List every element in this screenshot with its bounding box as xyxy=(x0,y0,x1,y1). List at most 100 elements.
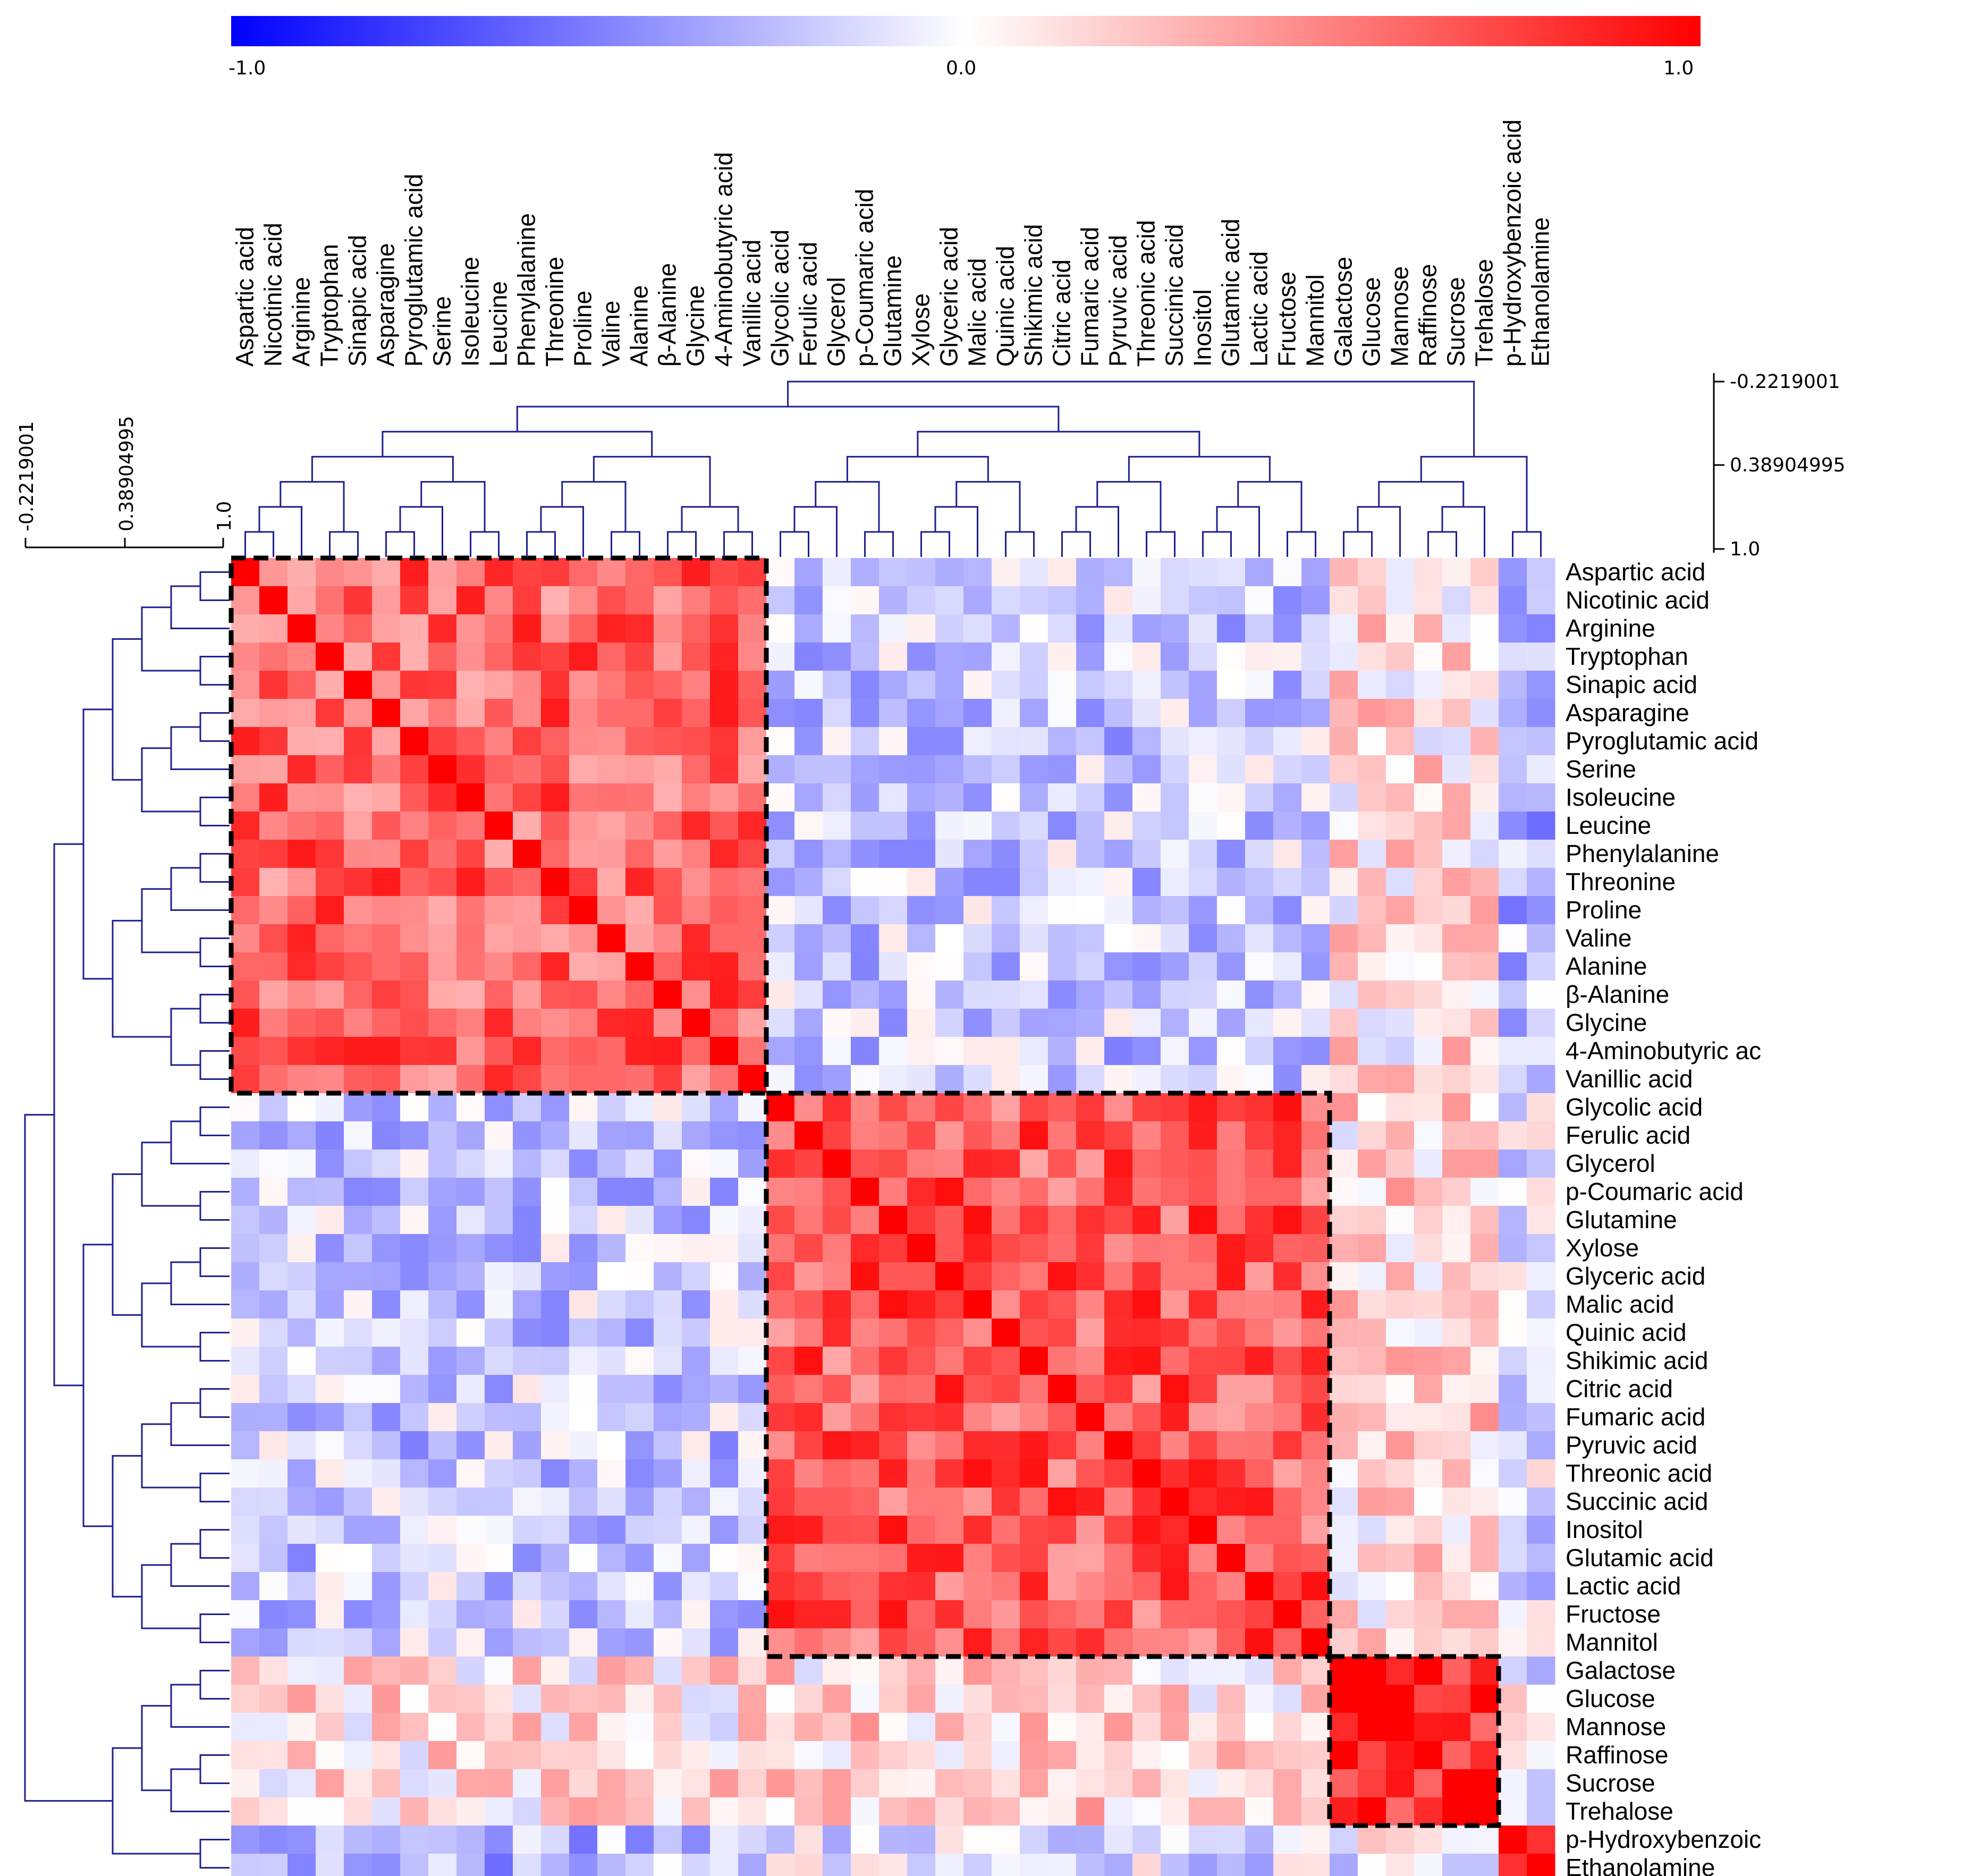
dendrogram-branch xyxy=(199,1247,230,1277)
heatmap-cell-27-16 xyxy=(682,1319,711,1347)
heatmap-cell-20-39 xyxy=(1330,1121,1358,1150)
heatmap-cell-22-41 xyxy=(1386,1178,1415,1206)
heatmap-cell-21-41 xyxy=(1386,1150,1415,1178)
heatmap-cell-23-6 xyxy=(400,1206,429,1235)
heatmap-cell-20-7 xyxy=(428,1121,457,1150)
heatmap-cell-33-8 xyxy=(456,1488,485,1516)
heatmap-cell-36-25 xyxy=(935,1572,964,1601)
heatmap-cell-40-32 xyxy=(1132,1685,1161,1713)
heatmap-cell-35-33 xyxy=(1161,1544,1189,1573)
heatmap-cell-18-32 xyxy=(1132,1065,1161,1094)
heatmap-cell-24-1 xyxy=(259,1234,288,1263)
heatmap-cell-7-38 xyxy=(1301,755,1330,784)
heatmap-cell-30-3 xyxy=(316,1403,344,1432)
heatmap-cell-21-46 xyxy=(1527,1150,1555,1178)
heatmap-cell-8-41 xyxy=(1386,783,1415,812)
heatmap-cell-25-11 xyxy=(541,1262,570,1291)
heatmap-cell-11-31 xyxy=(1104,868,1133,897)
left-scale-tick-2: 1.0 xyxy=(214,501,235,531)
heatmap-cell-4-21 xyxy=(823,671,851,699)
heatmap-cell-44-39 xyxy=(1330,1797,1358,1826)
heatmap-cell-5-18 xyxy=(738,699,767,728)
heatmap-cell-13-18 xyxy=(738,924,767,953)
heatmap-cell-18-39 xyxy=(1330,1065,1358,1094)
heatmap-cell-7-3 xyxy=(316,755,344,784)
heatmap-cell-46-37 xyxy=(1273,1854,1302,1876)
heatmap-cell-30-21 xyxy=(823,1403,851,1432)
heatmap-cell-5-43 xyxy=(1442,699,1471,728)
heatmap-cell-31-46 xyxy=(1527,1431,1555,1460)
row-label: Leucine xyxy=(1566,812,1651,839)
heatmap-cell-16-46 xyxy=(1527,1009,1555,1037)
heatmap-cell-37-4 xyxy=(344,1600,373,1629)
heatmap-cell-5-19 xyxy=(766,699,795,728)
heatmap-cell-16-20 xyxy=(794,1009,823,1037)
heatmap-cell-26-38 xyxy=(1301,1290,1330,1319)
heatmap-cell-26-3 xyxy=(316,1290,344,1319)
heatmap-cell-5-0 xyxy=(231,699,260,728)
heatmap-cell-4-44 xyxy=(1470,671,1499,699)
heatmap-cell-8-37 xyxy=(1273,783,1302,812)
heatmap-cell-45-0 xyxy=(231,1826,260,1854)
row-label: Nicotinic acid xyxy=(1566,586,1710,614)
heatmap-cell-36-18 xyxy=(738,1572,767,1601)
heatmap-cell-19-36 xyxy=(1245,1093,1274,1122)
heatmap-cell-18-38 xyxy=(1301,1065,1330,1094)
heatmap-cell-0-39 xyxy=(1330,558,1358,587)
heatmap-cell-27-12 xyxy=(569,1319,598,1347)
heatmap-cell-18-41 xyxy=(1386,1065,1415,1094)
heatmap-cell-2-42 xyxy=(1414,614,1443,643)
heatmap-cell-28-28 xyxy=(1020,1347,1048,1375)
heatmap-cell-15-3 xyxy=(316,981,344,1009)
heatmap-cell-4-25 xyxy=(935,671,964,699)
heatmap-cell-37-26 xyxy=(963,1600,992,1629)
heatmap-cell-29-36 xyxy=(1245,1375,1274,1404)
heatmap-cell-12-17 xyxy=(710,896,739,925)
heatmap-cell-19-10 xyxy=(513,1093,542,1122)
heatmap-cell-14-17 xyxy=(710,952,739,981)
heatmap-cell-2-38 xyxy=(1301,614,1330,643)
heatmap-cell-10-10 xyxy=(513,840,542,868)
heatmap-cell-44-9 xyxy=(485,1797,513,1826)
heatmap-cell-19-17 xyxy=(710,1093,739,1122)
heatmap-cell-34-23 xyxy=(879,1516,908,1544)
heatmap-cell-5-33 xyxy=(1161,699,1189,728)
heatmap-cell-2-15 xyxy=(654,614,682,643)
heatmap-cell-2-26 xyxy=(963,614,992,643)
heatmap-cell-38-5 xyxy=(372,1628,401,1657)
heatmap-cell-19-16 xyxy=(682,1093,711,1122)
column-label: Glutamic acid xyxy=(1217,218,1245,367)
heatmap-cell-27-9 xyxy=(485,1319,513,1347)
heatmap-cell-9-15 xyxy=(654,812,682,840)
heatmap-cell-26-24 xyxy=(907,1290,936,1319)
heatmap-cell-34-33 xyxy=(1161,1516,1189,1544)
heatmap-cell-6-30 xyxy=(1076,727,1105,756)
dendrogram-branch xyxy=(53,843,83,1387)
heatmap-cell-10-17 xyxy=(710,840,739,868)
heatmap-cell-20-0 xyxy=(231,1121,260,1150)
dendrogram-branch xyxy=(1343,531,1373,557)
heatmap-cell-39-45 xyxy=(1499,1657,1527,1685)
heatmap-cell-4-37 xyxy=(1273,671,1302,699)
heatmap-cell-38-2 xyxy=(287,1628,316,1657)
heatmap-cell-19-44 xyxy=(1470,1093,1499,1122)
heatmap-cell-41-25 xyxy=(935,1713,964,1742)
heatmap-cell-43-32 xyxy=(1132,1769,1161,1798)
heatmap-cell-34-39 xyxy=(1330,1516,1358,1544)
heatmap-cell-10-44 xyxy=(1470,840,1499,868)
heatmap-cell-18-19 xyxy=(766,1065,795,1094)
heatmap-cell-36-26 xyxy=(963,1572,992,1601)
heatmap-cell-34-9 xyxy=(485,1516,513,1544)
heatmap-cell-4-13 xyxy=(597,671,626,699)
heatmap-cell-20-44 xyxy=(1470,1121,1499,1150)
heatmap-cell-19-26 xyxy=(963,1093,992,1122)
heatmap-cell-6-0 xyxy=(231,727,260,756)
heatmap-cell-4-14 xyxy=(625,671,654,699)
heatmap-cell-38-9 xyxy=(485,1628,513,1657)
heatmap-cell-8-16 xyxy=(682,783,711,812)
heatmap-cell-1-17 xyxy=(710,586,739,615)
heatmap-cell-27-37 xyxy=(1273,1319,1302,1347)
heatmap-cell-31-2 xyxy=(287,1431,316,1460)
heatmap-cell-0-37 xyxy=(1273,558,1302,587)
heatmap-cell-25-43 xyxy=(1442,1262,1471,1291)
